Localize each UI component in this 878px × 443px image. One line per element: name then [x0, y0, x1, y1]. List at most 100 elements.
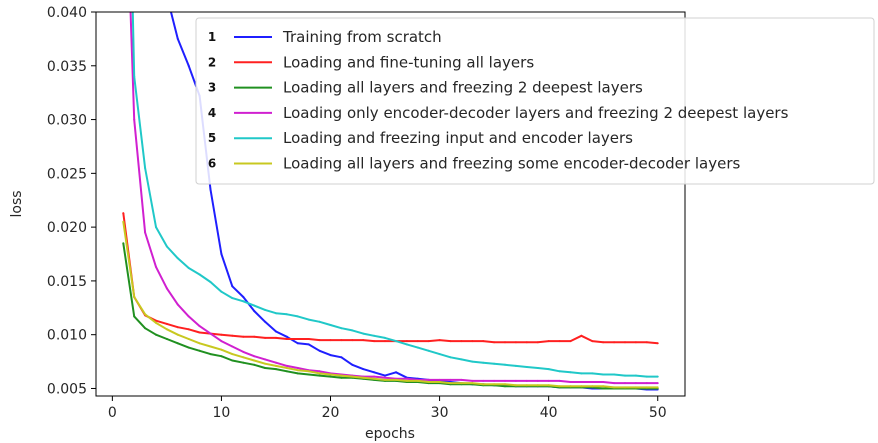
data-point [318, 374, 321, 377]
data-point [384, 378, 386, 381]
data-point [198, 349, 201, 352]
plot-frame [95, 11, 686, 397]
data-point [340, 376, 343, 379]
data-point [165, 245, 168, 248]
data-point [384, 376, 386, 379]
data-point [275, 336, 277, 339]
data-point [580, 334, 583, 337]
data-point [133, 315, 136, 318]
data-point [176, 257, 179, 260]
data-point [264, 336, 267, 339]
data-point [504, 341, 506, 344]
data-point [471, 340, 474, 343]
data-point [591, 372, 594, 375]
data-point [296, 342, 299, 345]
data-point [493, 383, 496, 386]
data-point [591, 385, 594, 388]
data-point [209, 281, 212, 283]
data-point [285, 370, 288, 373]
data-point [209, 332, 212, 335]
legend-number: 3 [208, 81, 216, 95]
data-point [602, 341, 605, 344]
data-point [536, 367, 539, 369]
data-point [275, 330, 277, 333]
data-point [122, 242, 125, 245]
legend-number: 1 [208, 30, 216, 44]
data-point [351, 329, 354, 332]
data-point [373, 334, 376, 337]
data-point [525, 341, 528, 344]
data-point [176, 333, 179, 336]
data-point [514, 364, 517, 367]
data-point [558, 370, 561, 373]
data-point [558, 385, 561, 388]
data-point [220, 355, 223, 358]
data-point [438, 381, 441, 383]
data-point [591, 340, 594, 343]
series-line-3 [122, 243, 658, 390]
series-line-6 [122, 221, 658, 389]
data-point [482, 379, 485, 382]
data-point [624, 374, 626, 377]
data-point [296, 372, 299, 375]
data-point [155, 265, 157, 268]
legend-label: Loading all layers and freezing 2 deepes… [283, 79, 643, 97]
data-point [187, 346, 190, 349]
data-point [558, 379, 561, 382]
data-point [580, 385, 583, 388]
legend-number: 5 [208, 131, 216, 145]
data-point [329, 373, 332, 376]
data-point [307, 318, 310, 321]
data-point [373, 340, 376, 343]
data-point [307, 338, 310, 340]
data-point [460, 340, 463, 343]
data-point [547, 384, 550, 387]
data-point [427, 349, 430, 352]
data-point [602, 387, 605, 390]
data-point [155, 319, 157, 322]
data-point [427, 381, 430, 383]
data-point [558, 340, 561, 343]
data-point [340, 339, 343, 342]
data-point [504, 383, 506, 386]
y-axis-label: loss [9, 190, 25, 217]
x-tick-label: 50 [649, 405, 667, 421]
legend-number: 6 [208, 157, 216, 171]
data-point [318, 320, 321, 323]
data-point [362, 332, 365, 335]
data-point [296, 367, 299, 369]
data-point [362, 376, 365, 379]
data-point [187, 267, 190, 269]
data-point [144, 327, 147, 330]
data-point [449, 382, 452, 385]
data-point [504, 385, 506, 388]
data-point [165, 338, 168, 340]
data-point [373, 377, 376, 380]
data-point [209, 188, 212, 191]
data-point [449, 356, 452, 359]
data-point [122, 220, 125, 223]
legend-label: Loading all layers and freezing some enc… [283, 155, 740, 173]
data-point [231, 297, 234, 300]
data-point [242, 296, 245, 298]
series-layer [122, 12, 659, 391]
data-point [493, 379, 496, 382]
data-point [253, 359, 256, 362]
data-point [242, 361, 245, 364]
data-point [569, 385, 572, 388]
data-point [285, 367, 288, 369]
data-point [384, 336, 386, 339]
data-point [656, 375, 659, 378]
x-tick-label: 30 [431, 405, 449, 421]
data-point [264, 320, 267, 323]
data-point [656, 342, 659, 345]
data-point [318, 372, 321, 375]
data-point [656, 386, 659, 389]
data-point [275, 361, 277, 364]
data-point [580, 381, 583, 383]
data-point [569, 371, 572, 374]
data-point [253, 355, 256, 358]
data-point [525, 384, 528, 387]
data-point [275, 368, 277, 371]
